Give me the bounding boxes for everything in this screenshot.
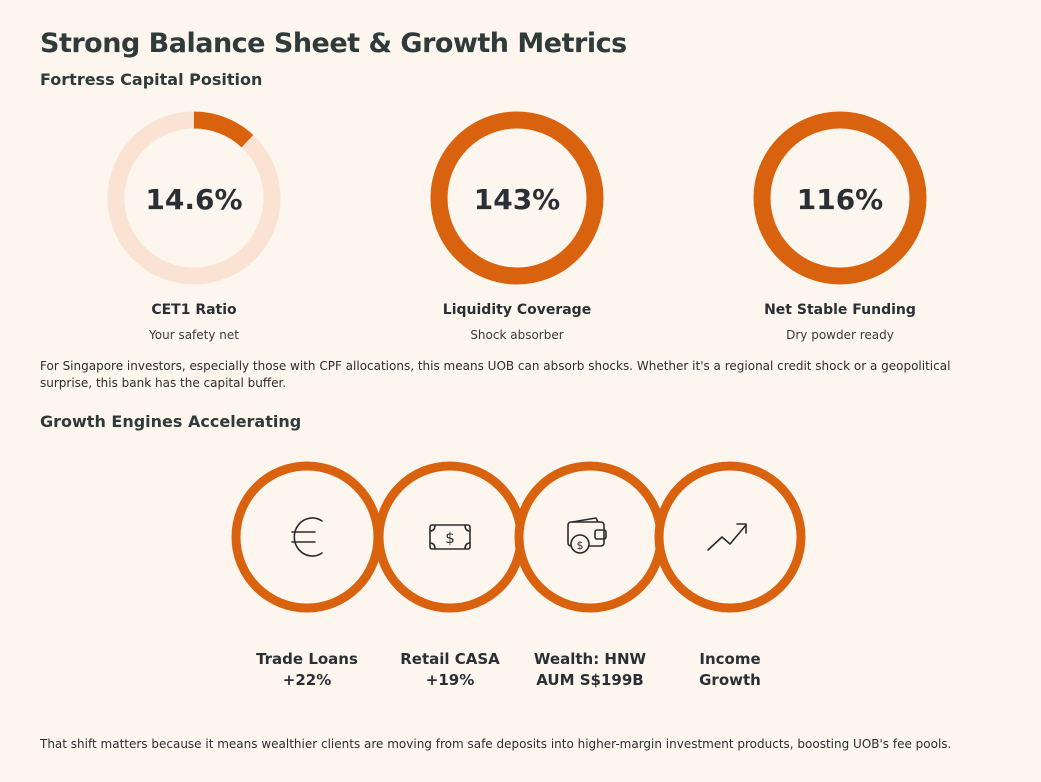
wallet-icon: $ <box>567 517 607 554</box>
gauge-value: 143% <box>474 183 561 216</box>
chevron-arrow <box>512 515 540 559</box>
gauge-caption: Dry powder ready <box>786 328 894 342</box>
chevron-arrows <box>372 515 680 559</box>
gauge-arc <box>753 111 927 285</box>
gauge-caption: Your safety net <box>149 328 239 342</box>
trend-up-icon <box>707 523 747 551</box>
gauge-label: Liquidity Coverage <box>442 302 592 318</box>
paragraph-capital: For Singapore investors, especially thos… <box>40 359 951 390</box>
gauge-value: 116% <box>797 183 884 216</box>
gauge-cet1: 14.6% CET1 Ratio Your safety net <box>79 108 309 342</box>
engine-circle-wealth <box>514 461 666 613</box>
gauge-caption: Shock absorber <box>470 328 564 342</box>
gauge-label: Net Stable Funding <box>764 302 916 318</box>
engine-label-value: AUM S$199B <box>536 671 644 689</box>
euro-icon <box>291 517 323 557</box>
chevron-arrow <box>372 515 400 559</box>
banknote-icon: $ <box>429 524 471 550</box>
engine-circle-trade-loans <box>231 461 383 613</box>
engine-label-line: Retail CASA <box>400 650 500 668</box>
gauge-ring: 116% <box>753 111 927 285</box>
engine-label-line: Trade Loans <box>256 650 358 668</box>
gauge-liquidity: 143% Liquidity Coverage Shock absorber <box>402 108 632 342</box>
engine-label-income: Income Growth <box>650 649 810 691</box>
engine-label-retail-casa: Retail CASA +19% <box>370 649 530 691</box>
engine-circle-income <box>654 461 806 613</box>
engine-label-line: Income <box>699 650 761 668</box>
chevron-arrow <box>652 515 680 559</box>
engine-label-value: +19% <box>425 671 475 689</box>
section-title-growth: Growth Engines Accelerating <box>40 412 302 431</box>
engine-label-wealth: Wealth: HNW AUM S$199B <box>510 649 670 691</box>
gauge-arc <box>107 111 281 285</box>
section-title-capital: Fortress Capital Position <box>40 70 263 89</box>
engine-label-trade-loans: Trade Loans +22% <box>227 649 387 691</box>
gauge-label: CET1 Ratio <box>151 302 237 318</box>
page-title: Strong Balance Sheet & Growth Metrics <box>40 28 627 59</box>
engine-circle-retail-casa <box>374 461 526 613</box>
gauge-value: 14.6% <box>145 183 242 216</box>
gauge-nsfr: 116% Net Stable Funding Dry powder ready <box>725 108 955 342</box>
engine-label-value: +22% <box>282 671 332 689</box>
svg-text:$: $ <box>577 539 584 552</box>
paragraph-wealth-shift: That shift matters because it means weal… <box>40 737 952 751</box>
svg-text:$: $ <box>445 529 455 547</box>
gauge-ring: 143% <box>430 111 604 285</box>
engine-label-line: Wealth: HNW <box>533 650 647 668</box>
engine-label-value: Growth <box>699 671 761 689</box>
gauge-arc <box>430 111 604 285</box>
gauge-ring: 14.6% <box>107 111 281 285</box>
